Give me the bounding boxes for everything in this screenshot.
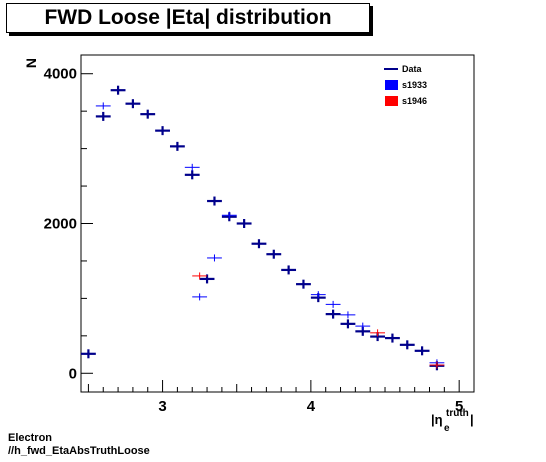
legend: Data s1933 s1946 bbox=[384, 64, 427, 106]
data-point bbox=[95, 111, 111, 121]
data-point bbox=[95, 102, 111, 110]
series-s1933 bbox=[95, 102, 445, 367]
footer-histogram-path: //h_fwd_EtaAbsTruthLoose bbox=[8, 445, 150, 457]
data-point bbox=[169, 141, 185, 151]
y-tick-label: 0 bbox=[69, 365, 77, 382]
legend-label: s1946 bbox=[402, 96, 427, 106]
data-point bbox=[184, 163, 200, 171]
x-axis-label-sub: e bbox=[444, 423, 450, 434]
data-point bbox=[184, 170, 200, 180]
legend-marker bbox=[385, 96, 398, 106]
data-point bbox=[110, 85, 126, 95]
data-point bbox=[340, 319, 356, 329]
x-tick-label: 4 bbox=[307, 398, 316, 415]
data-point bbox=[325, 300, 341, 308]
x-axis-label-close: | bbox=[470, 412, 474, 427]
x-axis-label-main: |η bbox=[431, 412, 443, 427]
title-box: FWD Loose |Eta| distribution bbox=[6, 3, 370, 33]
data-point bbox=[355, 322, 371, 330]
data-point bbox=[155, 126, 170, 136]
data-point bbox=[266, 249, 282, 259]
data-point bbox=[399, 340, 415, 350]
data-point bbox=[251, 239, 267, 249]
legend-label: s1933 bbox=[402, 80, 427, 90]
data-point bbox=[221, 211, 237, 219]
series-s1946 bbox=[192, 272, 445, 369]
data-point bbox=[125, 99, 141, 109]
data-point bbox=[429, 361, 445, 369]
data-point bbox=[414, 346, 430, 356]
data-point bbox=[207, 196, 222, 206]
data-point bbox=[310, 291, 326, 299]
data-point bbox=[140, 109, 156, 119]
x-axis-label: |η truth e | bbox=[431, 408, 474, 434]
data-point bbox=[385, 333, 400, 343]
data-point bbox=[296, 279, 311, 289]
data-point bbox=[340, 311, 356, 319]
data-point bbox=[370, 329, 386, 337]
x-tick-label: 3 bbox=[158, 398, 166, 415]
y-tick-label: 4000 bbox=[44, 66, 77, 83]
chart-title: FWD Loose |Eta| distribution bbox=[44, 6, 332, 29]
data-point bbox=[325, 309, 341, 319]
y-axis-label: N bbox=[23, 58, 39, 68]
series-data bbox=[81, 85, 445, 371]
x-tick-label: 5 bbox=[455, 398, 463, 415]
data-point bbox=[81, 349, 96, 359]
y-tick-label: 2000 bbox=[44, 216, 77, 233]
data-point bbox=[236, 219, 252, 228]
x-axis-label-sup: truth bbox=[446, 408, 469, 419]
data-point bbox=[281, 265, 297, 275]
legend-marker bbox=[385, 80, 398, 90]
legend-label: Data bbox=[402, 64, 423, 74]
data-point bbox=[207, 254, 222, 262]
data-point bbox=[192, 272, 208, 280]
data-point bbox=[192, 293, 208, 301]
footer-particle: Electron bbox=[8, 432, 53, 444]
